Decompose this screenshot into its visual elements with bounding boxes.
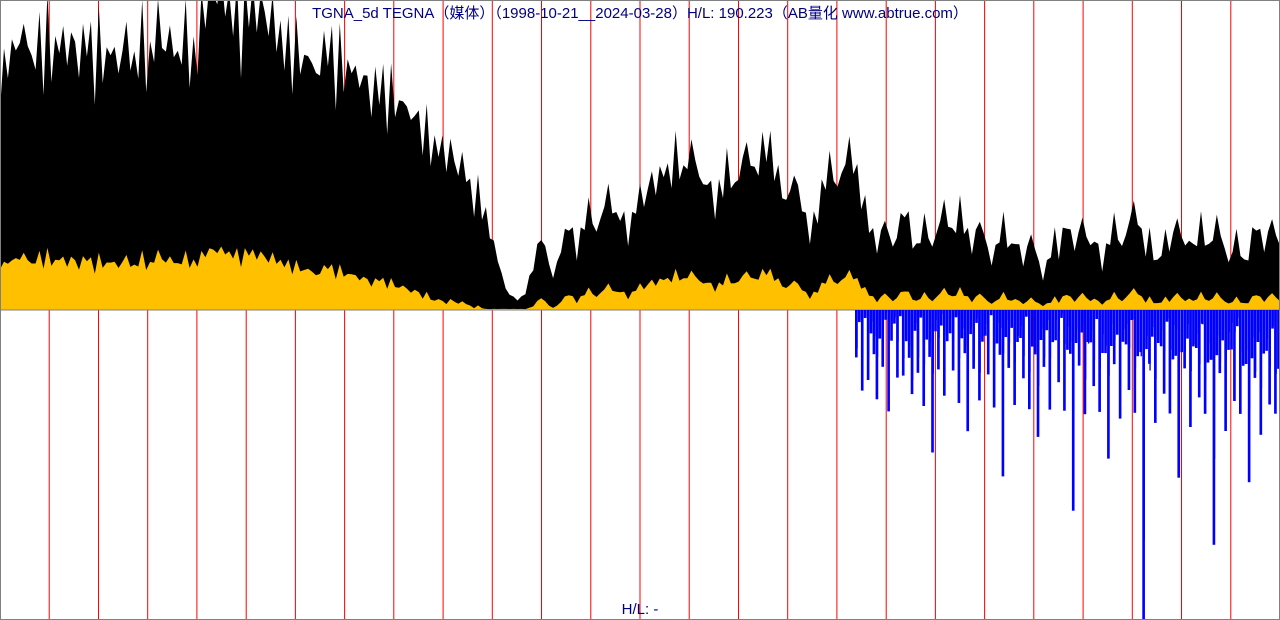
financial-chart [0,0,1280,620]
chart-title: TGNA_5d TEGNA（媒体）（1998-10-21__2024-03-28… [0,2,1280,23]
chart-footer: H/L: - [0,601,1280,618]
